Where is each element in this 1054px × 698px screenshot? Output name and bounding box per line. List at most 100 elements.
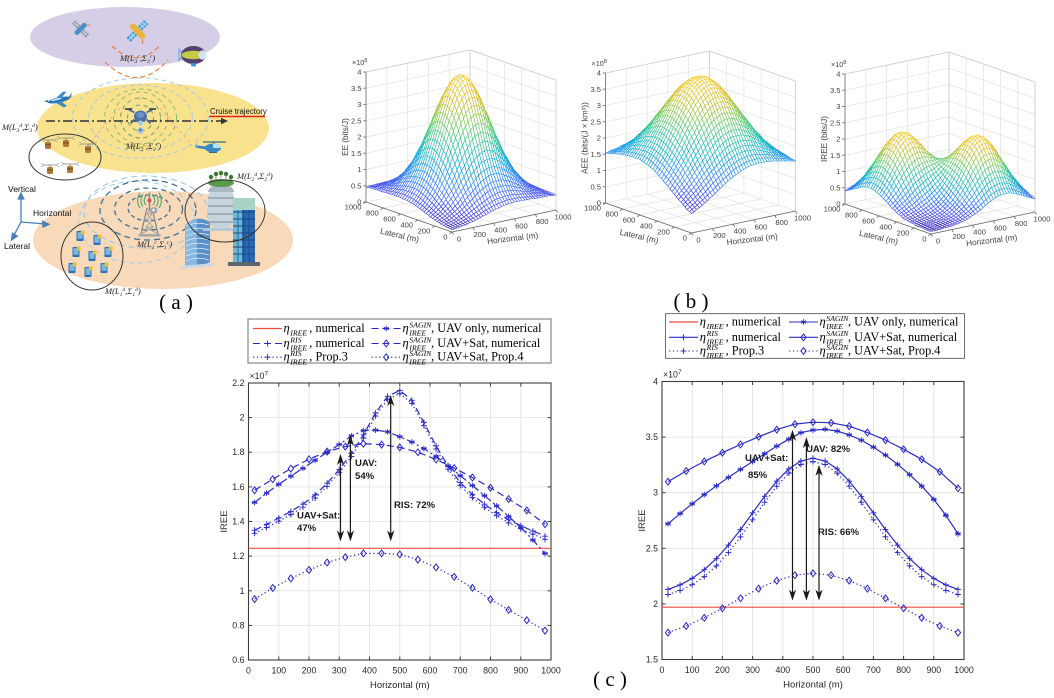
svg-text:1.5: 1.5 xyxy=(351,149,362,158)
svg-text:, UAV+Sat, Prop.4: , UAV+Sat, Prop.4 xyxy=(431,350,523,364)
svg-text:UAV+Sat:: UAV+Sat: xyxy=(745,453,788,464)
svg-text:1000: 1000 xyxy=(824,205,841,214)
svg-text:M(L1d,Σ1d): M(L1d,Σ1d) xyxy=(104,286,141,298)
svg-text:0: 0 xyxy=(683,234,687,243)
svg-text:700: 700 xyxy=(866,665,881,675)
svg-text:RIS: 66%: RIS: 66% xyxy=(818,527,860,538)
svg-text:500: 500 xyxy=(806,665,821,675)
svg-text:RIS: RIS xyxy=(706,343,718,352)
svg-text:4: 4 xyxy=(836,70,840,79)
svg-text:47%: 47% xyxy=(297,523,317,534)
svg-text:0: 0 xyxy=(936,237,940,246)
svg-text:IREE: IREE xyxy=(289,329,307,338)
svg-text:400: 400 xyxy=(734,227,747,236)
svg-text:0.5: 0.5 xyxy=(351,181,362,190)
svg-text:IREE: IREE xyxy=(408,357,426,366)
svg-text:4: 4 xyxy=(597,69,601,78)
svg-text:200: 200 xyxy=(473,230,486,239)
svg-text:300: 300 xyxy=(332,666,347,676)
svg-text:800: 800 xyxy=(483,666,498,676)
svg-text:Vertical: Vertical xyxy=(8,184,36,194)
svg-text:200: 200 xyxy=(657,228,670,237)
svg-text:η: η xyxy=(284,336,290,350)
svg-text:3.5: 3.5 xyxy=(830,86,841,95)
svg-text:Horizontal: Horizontal xyxy=(33,208,71,218)
svg-text:SAGIN: SAGIN xyxy=(826,343,849,352)
svg-text:3: 3 xyxy=(653,488,658,498)
svg-text:η: η xyxy=(820,330,826,344)
svg-text:2.5: 2.5 xyxy=(646,543,658,553)
svg-text:RIS: 72%: RIS: 72% xyxy=(394,500,436,511)
svg-text:( c ): ( c ) xyxy=(593,667,627,691)
svg-text:η: η xyxy=(284,350,290,364)
svg-text:IREE: IREE xyxy=(637,509,648,531)
svg-text:×107: ×107 xyxy=(663,369,682,380)
svg-text:2: 2 xyxy=(597,134,601,143)
svg-text:2: 2 xyxy=(836,135,840,144)
svg-text:IREE: IREE xyxy=(408,329,426,338)
svg-text:2.5: 2.5 xyxy=(830,118,841,127)
svg-text:IREE: IREE xyxy=(219,510,230,532)
svg-text:, numerical: , numerical xyxy=(726,330,782,344)
svg-text:0: 0 xyxy=(836,200,840,209)
svg-text:, numerical: , numerical xyxy=(726,315,782,329)
svg-text:1: 1 xyxy=(357,165,361,174)
svg-text:200: 200 xyxy=(418,227,431,236)
svg-text:100: 100 xyxy=(685,665,700,675)
svg-text:UAV: 82%: UAV: 82% xyxy=(806,444,851,455)
svg-text:200: 200 xyxy=(897,229,910,238)
svg-text:3: 3 xyxy=(597,101,601,110)
svg-text:1: 1 xyxy=(836,167,840,176)
svg-text:54%: 54% xyxy=(355,471,375,482)
svg-text:η: η xyxy=(403,321,409,335)
svg-text:0: 0 xyxy=(660,665,665,675)
svg-text:IREE: IREE xyxy=(706,351,724,360)
svg-text:1.5: 1.5 xyxy=(590,150,601,159)
svg-text:( a ): ( a ) xyxy=(159,290,193,314)
svg-text:η: η xyxy=(700,344,706,358)
svg-text:800: 800 xyxy=(606,210,619,219)
svg-text:IREE: IREE xyxy=(706,322,724,331)
svg-text:2: 2 xyxy=(653,599,658,609)
svg-text:400: 400 xyxy=(362,666,377,676)
svg-text:SAGIN: SAGIN xyxy=(409,320,432,329)
svg-text:1000: 1000 xyxy=(794,214,811,223)
svg-text:×108: ×108 xyxy=(592,59,607,68)
svg-text:800: 800 xyxy=(536,217,549,226)
svg-text:UAV+Sat:: UAV+Sat: xyxy=(297,511,340,522)
svg-text:0: 0 xyxy=(696,236,700,245)
svg-text:4: 4 xyxy=(653,377,658,387)
svg-text:1000: 1000 xyxy=(541,666,561,676)
svg-text:, UAV+Sat, numerical: , UAV+Sat, numerical xyxy=(848,330,958,344)
svg-text:800: 800 xyxy=(775,218,788,227)
svg-text:IREE: IREE xyxy=(289,344,307,353)
svg-text:AEE (bits/(J × km³)): AEE (bits/(J × km³)) xyxy=(581,102,590,174)
svg-text:M(L3d,Σ3d): M(L3d,Σ3d) xyxy=(1,122,38,134)
svg-text:η: η xyxy=(700,315,706,329)
svg-text:×107: ×107 xyxy=(250,371,269,382)
svg-text:900: 900 xyxy=(513,666,528,676)
svg-text:RIS: RIS xyxy=(289,349,301,358)
svg-text:4: 4 xyxy=(357,68,361,77)
svg-text:IREE: IREE xyxy=(825,337,843,346)
svg-text:600: 600 xyxy=(383,215,396,224)
svg-text:M(L2c,Σ2c): M(L2c,Σ2c) xyxy=(125,141,161,153)
svg-text:400: 400 xyxy=(879,223,892,232)
svg-text:800: 800 xyxy=(845,211,858,220)
svg-text:600: 600 xyxy=(423,666,438,676)
svg-text:SAGIN: SAGIN xyxy=(826,329,849,338)
svg-text:1.4: 1.4 xyxy=(232,517,244,527)
svg-text:Cruise trajectory: Cruise trajectory xyxy=(210,107,267,116)
svg-text:800: 800 xyxy=(1015,219,1028,228)
svg-text:M(L2d,Σ2d): M(L2d,Σ2d) xyxy=(236,171,273,183)
svg-text:0: 0 xyxy=(443,233,447,242)
svg-text:800: 800 xyxy=(366,209,379,218)
svg-text:SAGIN: SAGIN xyxy=(409,335,432,344)
svg-text:200: 200 xyxy=(952,232,965,241)
svg-text:3: 3 xyxy=(357,100,361,109)
svg-text:0.5: 0.5 xyxy=(830,183,841,192)
svg-text:800: 800 xyxy=(896,665,911,675)
svg-text:1000: 1000 xyxy=(1034,215,1051,224)
svg-text:η: η xyxy=(403,336,409,350)
svg-text:85%: 85% xyxy=(748,470,768,481)
